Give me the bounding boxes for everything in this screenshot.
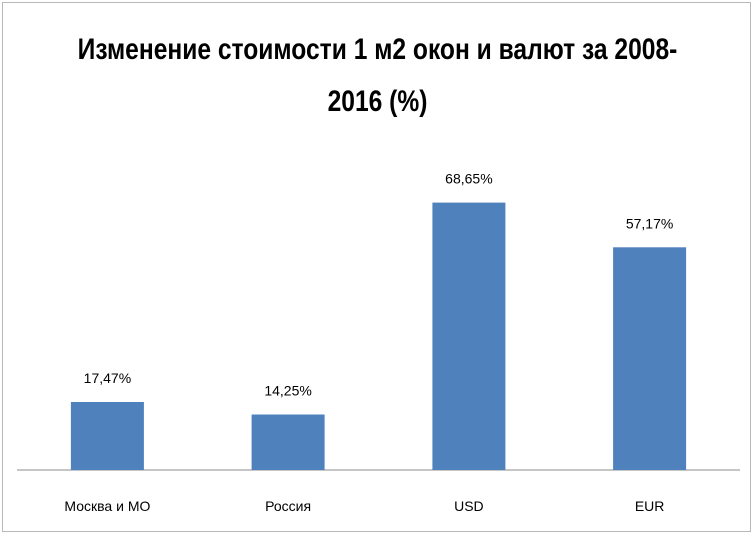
data-label-rossiya: 14,25% — [264, 383, 311, 399]
bar-rossiya — [251, 414, 325, 470]
bar-eur — [613, 247, 687, 470]
data-label-usd: 68,65% — [445, 171, 492, 187]
chart-title: Изменение стоимости 1 м2 окон и валют за… — [68, 24, 687, 128]
data-label-eur: 57,17% — [626, 215, 673, 231]
x-tick-label-usd: USD — [454, 498, 484, 514]
x-tick-label-eur: EUR — [635, 498, 665, 514]
bar-moskva — [70, 402, 144, 470]
chart-title-line-2: 2016 (%) — [327, 85, 428, 118]
bar-usd — [432, 202, 506, 470]
x-tick-label-moskva: Москва и МО — [64, 498, 150, 514]
chart-title-line-1: Изменение стоимости 1 м2 окон и валют за… — [77, 33, 678, 66]
x-tick-label-rossiya: Россия — [265, 498, 311, 514]
data-label-moskva: 17,47% — [84, 370, 131, 386]
